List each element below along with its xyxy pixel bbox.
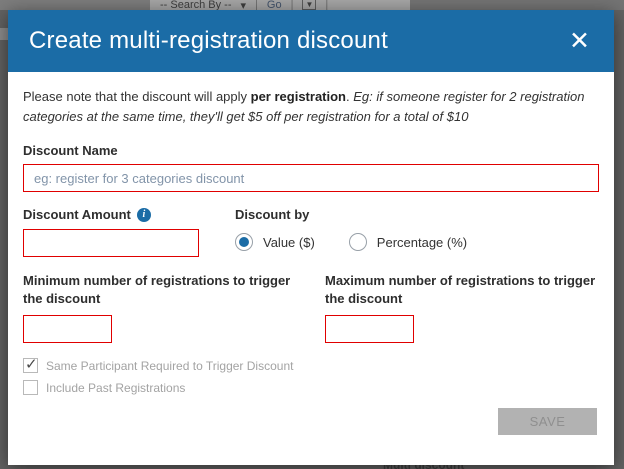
close-icon[interactable]: ✕ [569, 26, 590, 55]
chevron-down-icon: ▾ [240, 0, 247, 10]
discount-by-label: Discount by [235, 207, 310, 222]
background-fragment [0, 28, 8, 40]
intro-bold: per registration [250, 89, 346, 104]
checkbox-group: ✓ Same Participant Required to Trigger D… [23, 356, 599, 395]
min-registrations-label: Minimum number of registrations to trigg… [23, 273, 291, 306]
same-participant-checkbox-row[interactable]: ✓ Same Participant Required to Trigger D… [23, 356, 599, 373]
dialog-body: Please note that the discount will apply… [8, 72, 614, 435]
include-past-label: Include Past Registrations [46, 380, 186, 395]
radio-selected-icon[interactable] [235, 233, 253, 251]
dialog-title: Create multi-registration discount [29, 27, 388, 54]
info-icon[interactable]: i [136, 207, 151, 222]
radio-unselected-icon[interactable] [348, 233, 367, 251]
intro-note: Please note that the discount will apply… [23, 87, 598, 127]
create-multi-registration-discount-dialog: Create multi-registration discount ✕ Ple… [8, 10, 614, 465]
radio-percentage-label: Percentage (%) [376, 234, 468, 250]
radio-value[interactable]: Value ($) [235, 233, 315, 251]
check-icon: ✓ [25, 356, 38, 373]
radio-value-label: Value ($) [263, 234, 315, 250]
max-registrations-label: Maximum number of registrations to trigg… [325, 273, 596, 306]
discount-name-input[interactable] [23, 164, 599, 192]
max-registrations-input[interactable] [325, 315, 414, 343]
divider: | [290, 0, 294, 10]
dialog-header: Create multi-registration discount ✕ [8, 10, 614, 72]
go-button[interactable]: Go [266, 0, 282, 10]
include-past-checkbox-row[interactable]: Include Past Registrations [23, 380, 599, 395]
filter-icon[interactable]: ▼ [302, 0, 317, 10]
discount-by-radio-group: Value ($) Percentage (%) [235, 233, 501, 251]
background-toolbar: -- Search By -- ▾ | Go | ▼ | [0, 0, 624, 10]
same-participant-label: Same Participant Required to Trigger Dis… [46, 358, 294, 373]
search-by-dropdown[interactable]: -- Search By -- [160, 0, 232, 10]
divider: | [325, 0, 329, 10]
discount-amount-input[interactable] [23, 229, 199, 257]
discount-name-label: Discount Name [23, 143, 118, 158]
intro-example: Eg: if someone register for 2 registrati… [23, 89, 585, 124]
checkbox-unchecked-icon[interactable] [23, 380, 38, 395]
min-registrations-input[interactable] [23, 315, 112, 343]
intro-separator: . [346, 89, 354, 104]
radio-percentage[interactable]: Percentage (%) [348, 233, 468, 251]
save-button[interactable]: SAVE [498, 408, 597, 435]
divider: | [255, 0, 258, 10]
intro-lead: Please note that the discount will apply [23, 89, 251, 104]
checkbox-checked-icon[interactable]: ✓ [23, 356, 38, 373]
discount-amount-label: Discount Amount [23, 207, 131, 222]
